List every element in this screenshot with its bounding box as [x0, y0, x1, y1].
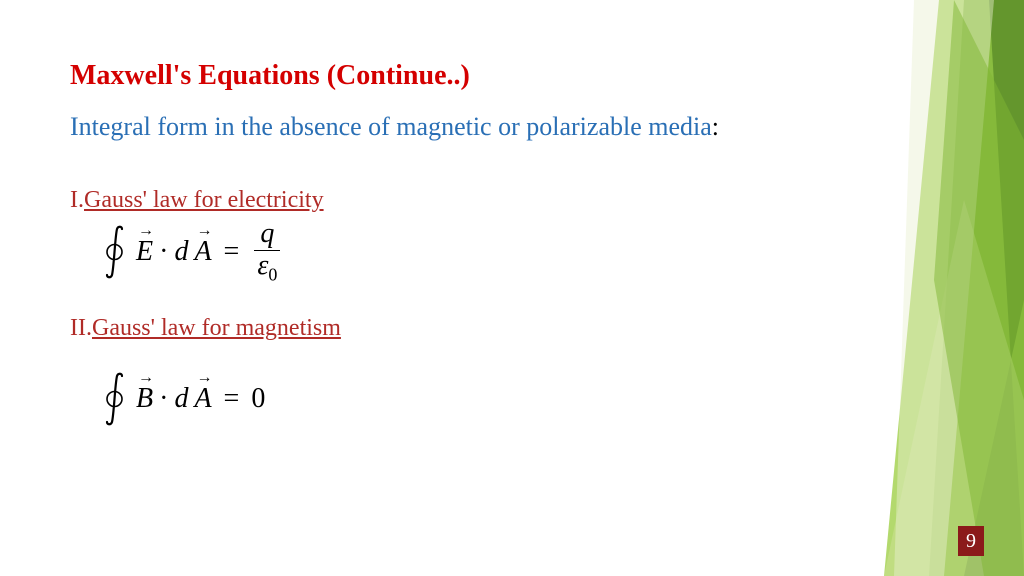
law-1-prefix: I.: [70, 187, 84, 214]
subscript-zero: 0: [268, 264, 277, 284]
differential-d: d: [174, 236, 188, 268]
page-number: 9: [966, 530, 976, 553]
epsilon-symbol: ε: [257, 250, 268, 281]
subtitle-text: Integral form in the absence of magnetic…: [70, 112, 712, 141]
rhs-zero: 0: [251, 383, 265, 415]
equation-1: E · d A = q ε0: [100, 219, 954, 285]
dot-operator: ·: [159, 236, 168, 268]
dot-operator: ·: [159, 383, 168, 415]
slide: Maxwell's Equations (Continue..) Integra…: [0, 0, 1024, 576]
law-2-prefix: II.: [70, 315, 92, 342]
vector-A: A: [194, 383, 211, 415]
equals-sign: =: [224, 383, 240, 415]
integral-icon: [100, 372, 130, 426]
law-2-label: Gauss' law for magnetism: [92, 315, 341, 341]
slide-subtitle: Integral form in the absence of magnetic…: [70, 112, 954, 142]
integral-icon: [100, 225, 130, 279]
law-1-heading: I. Gauss' law for electricity: [70, 187, 954, 214]
slide-title: Maxwell's Equations (Continue..): [70, 60, 954, 92]
equals-sign: =: [224, 236, 240, 268]
law-1-label: Gauss' law for electricity: [84, 187, 324, 213]
fraction-numerator: q: [254, 219, 280, 251]
vector-B: B: [136, 383, 153, 415]
law-2-heading: II. Gauss' law for magnetism: [70, 315, 954, 342]
vector-A: A: [194, 236, 211, 268]
fraction-denominator: ε0: [251, 251, 283, 285]
equation-2: B · d A = 0: [100, 372, 954, 426]
page-number-badge: 9: [958, 526, 984, 556]
fraction: q ε0: [251, 219, 283, 285]
subtitle-punct: :: [712, 112, 719, 141]
differential-d: d: [174, 383, 188, 415]
vector-E: E: [136, 236, 153, 268]
